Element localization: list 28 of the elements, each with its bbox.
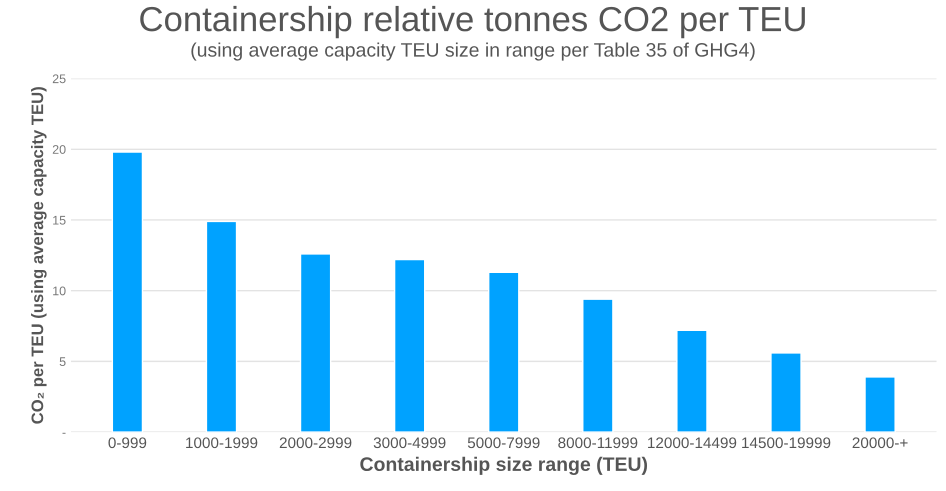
y-axis-title: CO₂ per TEU (using average capacity TEU) (31, 87, 47, 424)
bar (864, 376, 896, 432)
y-tick-label: 25 (52, 74, 66, 84)
chart-title: Containership relative tonnes CO2 per TEU (140, 6, 805, 38)
y-tick-label: 10 (53, 286, 66, 296)
x-tick-label: 3000-4999 (374, 437, 446, 448)
y-tick-label: 15 (53, 216, 66, 225)
bar (300, 253, 332, 432)
x-tick-label: 14500-19999 (742, 437, 830, 448)
y-tick-label: 20 (52, 145, 66, 154)
y-tick-label: - (62, 432, 66, 434)
x-tick-label: 8000-11999 (558, 437, 638, 448)
x-tick-label: 12000-14499 (648, 437, 736, 448)
x-tick-label: 0-999 (108, 437, 146, 448)
bar (112, 151, 144, 432)
x-tick-label: 20000-+ (852, 437, 908, 448)
bar (394, 258, 426, 432)
bar (582, 298, 614, 432)
x-tick-label: 5000-7999 (468, 437, 540, 448)
x-axis-title: Containership size range (TEU) (360, 456, 648, 475)
x-tick-label: 1000-1999 (186, 437, 258, 448)
bar (488, 272, 520, 432)
bar (770, 352, 802, 432)
x-tick-label: 2000-2999 (280, 437, 352, 448)
chart-subtitle: (using average capacity TEU size in range per Table 35 of GHG4) (191, 42, 755, 61)
bar (206, 220, 238, 432)
bar (676, 330, 708, 432)
y-tick-label: 5 (60, 357, 66, 366)
